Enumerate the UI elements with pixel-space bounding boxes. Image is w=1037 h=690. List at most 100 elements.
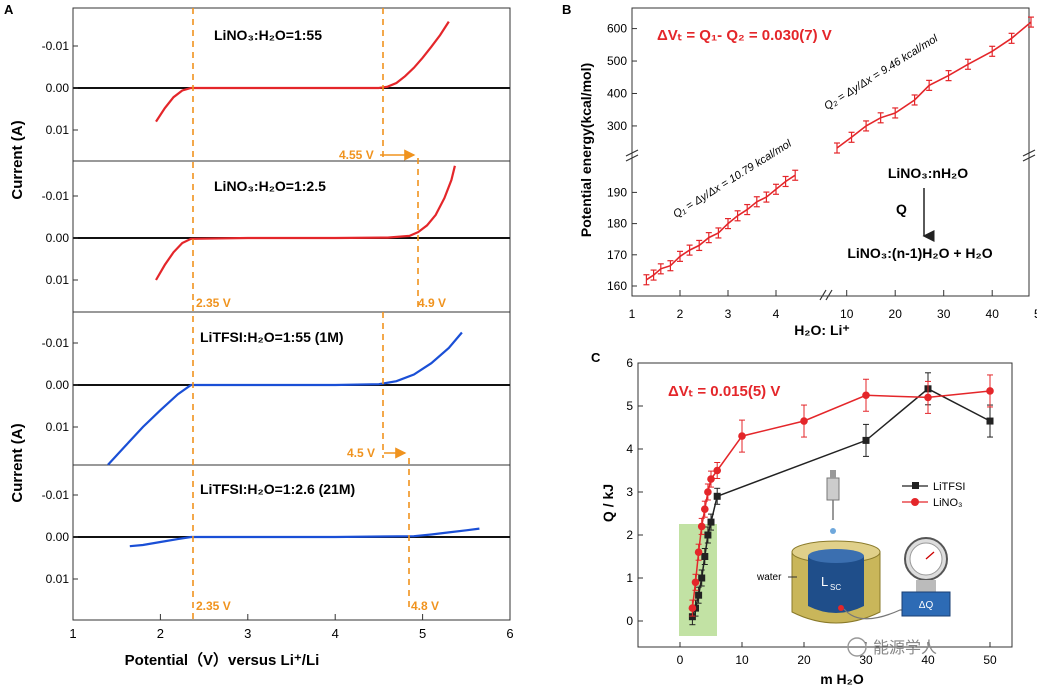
data-point	[707, 518, 715, 526]
x-tick-label: 10	[840, 307, 854, 321]
data-point	[800, 417, 808, 425]
series-line-blue	[129, 527, 480, 548]
x-tick-label: 40	[921, 653, 935, 667]
x-tick-label: 3	[244, 626, 251, 641]
subplot-title: LiNO₃:H₂O=1:2.5	[214, 178, 326, 194]
legend-marker-litfsi	[912, 482, 919, 489]
vessel-sub: SC	[830, 583, 841, 592]
y-tick-label: 190	[607, 185, 627, 199]
legend-label-lino3: LiNO₃	[933, 497, 963, 509]
data-point	[697, 522, 706, 531]
y-tick-label: 0.01	[46, 273, 70, 287]
data-point	[862, 391, 870, 400]
data-point	[707, 475, 715, 483]
y-tick-label: 0.01	[46, 572, 70, 586]
data-point	[694, 548, 703, 556]
x-tick-label: 1	[629, 307, 636, 321]
y-tick-label: -0.01	[42, 39, 70, 53]
y-tick-label: 0.00	[46, 231, 70, 245]
data-point	[698, 574, 706, 582]
panel-c: 0 10 20 30 40 50 0 1 2 3 4 5 6 ΔVₜ = 0.015(5) V LiTF…	[600, 356, 1013, 687]
x-tick-label: 4	[773, 307, 780, 321]
sensor-cable	[843, 608, 910, 620]
annot-4.9v: 4.9 V	[418, 296, 446, 310]
data-point	[986, 417, 994, 425]
data-point	[704, 531, 712, 539]
data-point	[691, 578, 700, 587]
x-tick-label: 30	[937, 307, 951, 321]
syringe-plunger	[830, 470, 836, 478]
panel-c-frame	[637, 362, 1013, 648]
data-point	[695, 591, 703, 599]
y-tick-label: 0.00	[46, 81, 70, 95]
annot-2.35v-bottom: 2.35 V	[196, 599, 231, 613]
reaction-reactant: LiNO₃:nH₂O	[888, 165, 968, 181]
data-point	[713, 466, 721, 475]
panel-b-title: ΔVₜ = Q₁- Q₂ = 0.030(7) V	[657, 27, 832, 44]
data-point	[738, 432, 746, 440]
fit-line-high	[836, 21, 1032, 149]
fit-label-q2: Q₂ = Δy/Δx = 9.46 kcal/mol	[822, 32, 940, 112]
y-tick-label: 0	[626, 614, 633, 628]
subplot-title: LiNO₃:H₂O=1:55	[214, 27, 322, 43]
panel-c-title: ΔVₜ = 0.015(5) V	[668, 383, 780, 400]
data-point	[688, 613, 696, 621]
gauge-stem	[916, 580, 936, 592]
subplot-title: LiTFSI:H₂O=1:2.6 (21M)	[200, 481, 355, 497]
y-tick-label: 180	[607, 217, 627, 231]
x-tick-label: 4	[332, 626, 339, 641]
watermark-icon	[847, 637, 867, 657]
panel-a-ylabel-top: Current (A)	[9, 120, 26, 199]
panel-a-xlabel: Potential（V）versus Li⁺/Li	[125, 651, 320, 669]
panel-label-a: A	[4, 2, 14, 17]
fit-label-q1: Q₁ = Δy/Δx = 10.79 kcal/mol	[671, 138, 794, 221]
x-tick-label: 2	[677, 307, 684, 321]
y-tick-label: -0.01	[42, 488, 70, 502]
vessel-label: L	[821, 574, 828, 589]
data-point	[701, 553, 709, 560]
panel-c-ylabel: Q / kJ	[600, 484, 616, 522]
subplot-title: LiTFSI:H₂O=1:55 (1M)	[200, 329, 344, 345]
x-tick-label: 30	[859, 653, 873, 667]
y-tick-label: 160	[607, 279, 627, 293]
legend-marker-lino3	[911, 498, 919, 506]
annot-4.8v: 4.8 V	[411, 599, 439, 613]
y-tick-label: 0.01	[46, 123, 70, 137]
x-tick-label: 50	[1034, 307, 1037, 321]
data-point	[862, 436, 870, 444]
water-label: water	[756, 572, 782, 583]
syringe-body	[826, 477, 840, 501]
panel-a-ylabel-bottom: Current (A)	[9, 423, 26, 502]
annot-4.5v: 4.5 V	[347, 446, 375, 460]
x-tick-label: 6	[506, 626, 513, 641]
series-line-blue	[107, 331, 463, 466]
x-tick-label: 20	[889, 307, 903, 321]
y-tick-label: 0.01	[46, 420, 70, 434]
axis-break-marks	[625, 149, 1036, 301]
panel-b-frame	[631, 7, 1030, 297]
x-tick-label: 10	[735, 653, 749, 667]
panel-b-ylabel: Potential energy(kcal/mol)	[578, 63, 594, 237]
data-point	[701, 505, 709, 513]
legend-label-litfsi: LiTFSI	[933, 481, 965, 493]
inner-vessel-rim	[808, 549, 864, 563]
sensor-dot	[838, 605, 844, 611]
data-point	[713, 492, 721, 500]
y-tick-label: 300	[607, 119, 627, 133]
panel-b-xlabel: H₂O: Li⁺	[794, 322, 850, 338]
annot-4.55v: 4.55 V	[339, 148, 374, 162]
y-tick-label: 4	[626, 442, 633, 456]
reaction-products: LiNO₃:(n-1)H₂O + H₂O	[847, 245, 992, 261]
y-tick-label: 2	[626, 528, 633, 542]
y-tick-label: 6	[626, 356, 633, 370]
watermark-text: 能源学人	[873, 639, 937, 657]
x-tick-label: 50	[983, 653, 997, 667]
y-tick-label: 5	[626, 399, 633, 413]
panel-c-xlabel: m H₂O	[820, 671, 864, 687]
meter-label: ΔQ	[919, 600, 934, 611]
panel-label-b: B	[562, 2, 571, 17]
y-tick-label: 0.00	[46, 378, 70, 392]
inner-vessel	[808, 556, 864, 613]
x-tick-label: 3	[725, 307, 732, 321]
